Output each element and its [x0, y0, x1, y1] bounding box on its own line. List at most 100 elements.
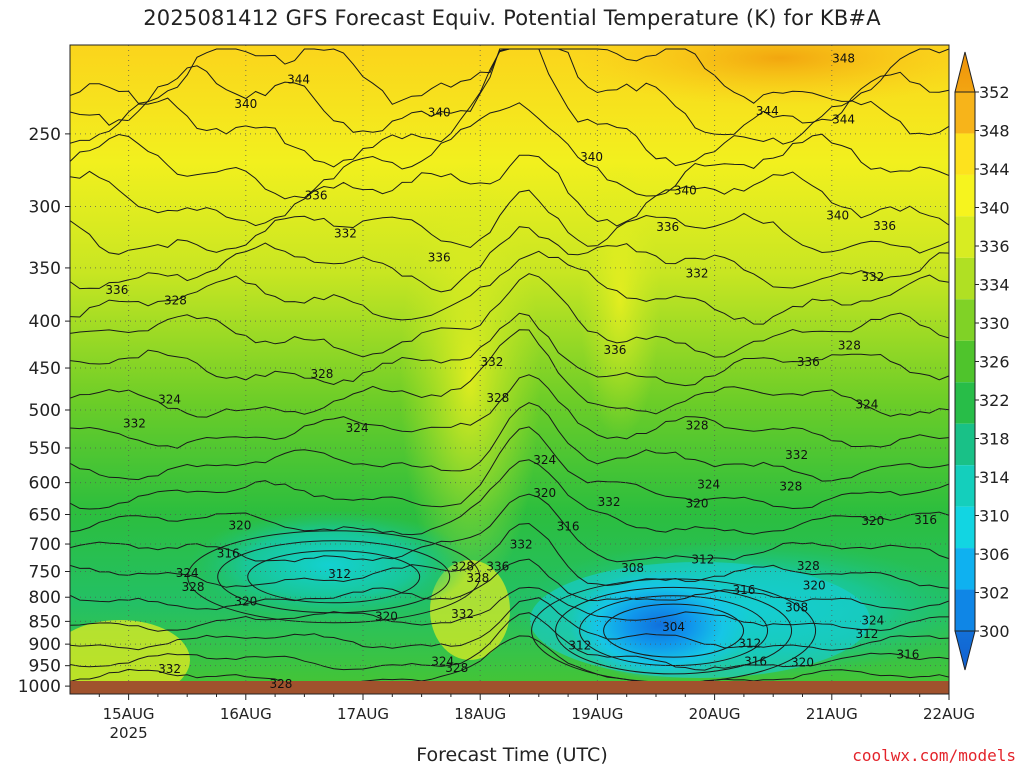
- contour-label: 312: [328, 567, 351, 581]
- contour-label: 304: [662, 620, 685, 634]
- contour-label: 336: [486, 560, 509, 574]
- contour-line: [70, 154, 949, 227]
- y-tick-label: 300: [29, 198, 61, 218]
- contour-label: 332: [480, 355, 503, 369]
- colorbar: 352 348 344 340 336 334 330 326 322 318 314 310 306 3…: [954, 51, 1010, 671]
- contour-label: 320: [803, 579, 826, 593]
- colorbar-segment: [955, 174, 975, 217]
- yellow-low-mid: [430, 560, 510, 660]
- contour-line: [70, 329, 949, 418]
- y-tick-label: 600: [29, 474, 61, 494]
- contour-label: 312: [856, 627, 879, 641]
- contour-label: 324: [533, 453, 556, 467]
- contour-label: 312: [568, 638, 591, 652]
- contour-label: 328: [182, 580, 205, 594]
- contour-label: 328: [779, 480, 802, 494]
- contour-label: 324: [697, 478, 720, 492]
- contour-line: [70, 250, 949, 325]
- contour-label: 324: [856, 397, 879, 411]
- y-tick-label: 900: [29, 635, 61, 655]
- contour-line: [70, 586, 949, 632]
- contour-line: [217, 540, 451, 614]
- contour-label: 324: [176, 566, 199, 580]
- colorbar-segment: [955, 423, 975, 466]
- contour-label: 340: [234, 97, 257, 111]
- colorbar-segment: [955, 465, 975, 507]
- contour-line: [70, 312, 949, 387]
- contour-line: [70, 459, 949, 536]
- x-tick-label: 20AUG: [689, 705, 741, 723]
- contour-label: 336: [604, 343, 627, 357]
- y-tick-label: 350: [29, 259, 61, 279]
- contour-line: [579, 595, 769, 667]
- contour-label: 320: [228, 518, 251, 532]
- contour-label: 328: [466, 571, 489, 585]
- contour-label: 308: [621, 561, 644, 575]
- y-tick-label: 550: [29, 439, 61, 459]
- y-tick-label: 950: [29, 657, 61, 677]
- contour-line: [70, 102, 949, 200]
- contour-label: 336: [105, 283, 128, 297]
- contour-label: 328: [838, 338, 861, 352]
- contour-line: [70, 493, 949, 563]
- colorbar-bottom-arrow: [954, 630, 976, 671]
- contour-label: 332: [686, 267, 709, 281]
- contour-label: 348: [832, 52, 855, 66]
- y-tick-label: 450: [29, 359, 61, 379]
- contour-line: [247, 550, 421, 604]
- colorbar-label: 300: [979, 622, 1010, 641]
- contour-line: [70, 612, 949, 671]
- x-tick-label: 16AUG: [220, 705, 272, 723]
- y-tick-label: 750: [29, 563, 61, 583]
- colorbar-top-arrow: [954, 51, 976, 93]
- colorbar-label: 340: [979, 199, 1010, 218]
- x-axis-label: Forecast Time (UTC): [416, 744, 608, 766]
- colorbar-label: 336: [979, 237, 1010, 256]
- colorbar-segment: [955, 133, 975, 175]
- contour-line: [187, 530, 481, 624]
- contour-label: 320: [533, 486, 556, 500]
- contour-label: 340: [580, 150, 603, 164]
- contour-label: 336: [656, 220, 679, 234]
- colorbar-label: 302: [979, 584, 1010, 603]
- colorbar-label: 348: [979, 122, 1010, 141]
- contour-label: 328: [270, 677, 293, 691]
- colorbar-label: 334: [979, 276, 1010, 295]
- x-tick-label: 21AUG: [806, 705, 858, 723]
- contour-label: 316: [897, 648, 920, 662]
- contour-label: 328: [451, 560, 474, 574]
- branding-text: coolwx.com/models: [852, 746, 1016, 765]
- colorbar-label: 306: [979, 545, 1010, 564]
- contour-label: 344: [756, 104, 779, 118]
- contour-label: 332: [785, 448, 808, 462]
- x-tick-label: 15AUG: [103, 705, 155, 723]
- contour-label: 336: [305, 189, 328, 203]
- contour-label: 340: [826, 209, 849, 223]
- yellow-dry-column-2: [580, 160, 660, 440]
- x-tick-label: 22AUG: [923, 705, 975, 723]
- colorbar-segment: [955, 548, 975, 590]
- contour-label: 316: [217, 547, 240, 561]
- colorbar-label: 310: [979, 507, 1010, 526]
- contour-label: 324: [346, 421, 369, 435]
- contour-label: 316: [557, 520, 580, 534]
- contour-label: 324: [431, 654, 454, 668]
- field-background: [70, 45, 949, 694]
- contour-label: 332: [123, 416, 146, 430]
- blue-core: [570, 570, 750, 680]
- contour-line: [70, 374, 949, 449]
- contour-line: [70, 273, 949, 358]
- colorbar-label: 318: [979, 430, 1010, 449]
- contour-line: [70, 426, 949, 510]
- contour-line: [555, 586, 793, 675]
- colorbar-frame: [954, 91, 976, 632]
- plot-frame: [69, 44, 950, 695]
- y-tick-label: 650: [29, 506, 61, 526]
- contour-label: 324: [158, 393, 181, 407]
- contour-line: [70, 189, 949, 255]
- chart-title: 2025081412 GFS Forecast Equiv. Potential…: [143, 6, 881, 30]
- y-axis: 250 300 350 400 450 500 550 600 650 700 750 800 850 9…: [18, 125, 70, 697]
- colorbar-segment: [955, 299, 975, 341]
